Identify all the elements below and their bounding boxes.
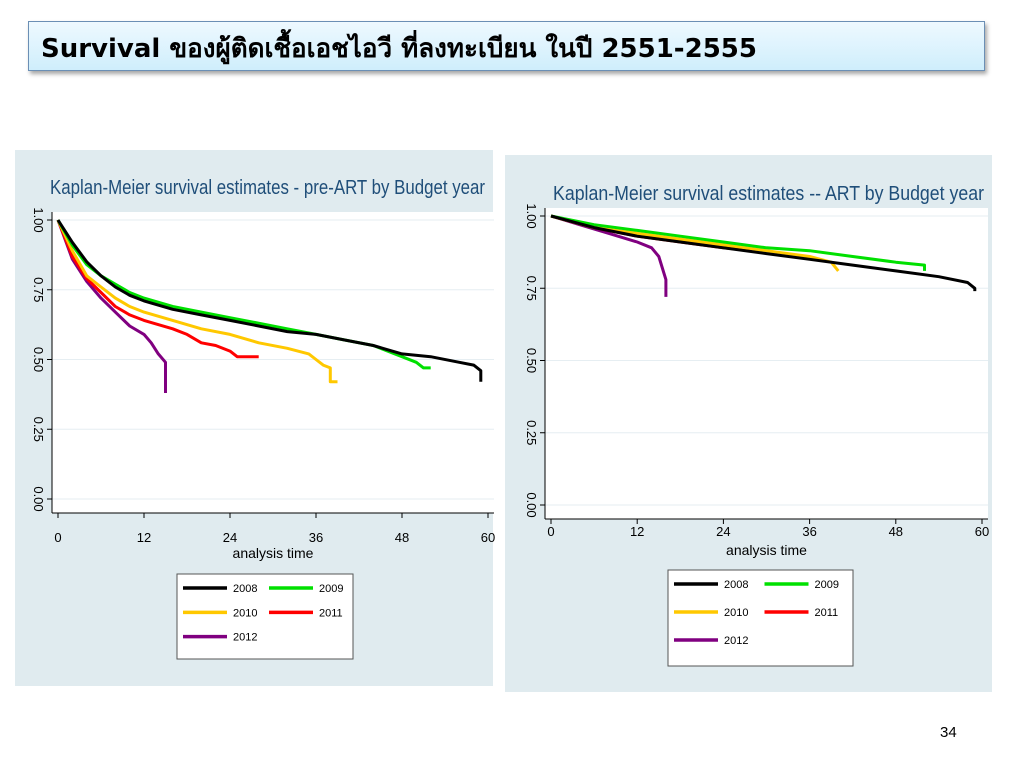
x-tick-label: 48 [395, 530, 409, 545]
x-tick-label: 24 [223, 530, 237, 545]
x-tick-label: 0 [547, 524, 554, 539]
legend-label: 2009 [815, 579, 839, 591]
left-chart-panel: Kaplan-Meier survival estimates - pre-AR… [15, 150, 495, 686]
x-tick-label: 48 [889, 524, 903, 539]
y-tick-label: 0.00 [524, 492, 539, 517]
y-tick-label: 0.25 [31, 417, 46, 442]
legend-label: 2008 [233, 583, 257, 595]
series-line-2010 [56, 219, 338, 384]
chart-title: Kaplan-Meier survival estimates -- ART b… [553, 183, 984, 205]
km-chart: Kaplan-Meier survival estimates - pre-AR… [31, 177, 495, 660]
legend-label: 2012 [233, 632, 257, 644]
x-tick-label: 36 [309, 530, 323, 545]
x-axis-label: analysis time [233, 545, 314, 561]
x-tick-label: 12 [630, 524, 644, 539]
y-tick-label: 0.50 [31, 347, 46, 372]
legend-label: 2008 [724, 579, 748, 591]
page-number: 34 [940, 724, 957, 741]
y-tick-label: 0.25 [524, 420, 539, 445]
x-axis-label: analysis time [726, 542, 807, 558]
legend-label: 2010 [724, 607, 748, 619]
y-tick-label: 0.50 [524, 348, 539, 373]
y-tick-label: 1.00 [31, 207, 46, 232]
x-tick-label: 60 [975, 524, 989, 539]
legend [667, 569, 854, 667]
plot-area [545, 208, 988, 519]
legend-label: 2012 [724, 635, 748, 647]
legend-label: 2011 [319, 607, 343, 619]
x-tick-label: 12 [137, 530, 151, 545]
legend-label: 2009 [319, 583, 343, 595]
y-tick-label: 0.75 [524, 276, 539, 301]
x-tick-label: 0 [54, 530, 61, 545]
series-line-2008 [550, 214, 977, 292]
series-line-2012 [56, 219, 167, 393]
plot-area [52, 212, 494, 513]
series-line-2008 [56, 219, 483, 382]
series-line-2011 [56, 219, 259, 359]
slide-title-box: Survival ของผู้ติดเชื้อเอชไอวี ที่ลงทะเบ… [28, 21, 985, 71]
legend-label: 2010 [233, 607, 257, 619]
legend-label: 2011 [815, 607, 839, 619]
y-tick-label: 0.75 [31, 277, 46, 302]
km-chart: Kaplan-Meier survival estimates -- ART b… [524, 183, 989, 667]
y-tick-label: 0.00 [31, 486, 46, 511]
slide-title: Survival ของผู้ติดเชื้อเอชไอวี ที่ลงทะเบ… [41, 34, 757, 64]
x-tick-label: 36 [802, 524, 816, 539]
x-tick-label: 60 [481, 530, 495, 545]
series-line-2009 [550, 214, 926, 271]
y-tick-label: 1.00 [524, 203, 539, 228]
chart-title: Kaplan-Meier survival estimates - pre-AR… [50, 177, 485, 199]
x-tick-label: 24 [716, 524, 730, 539]
right-chart-panel: Kaplan-Meier survival estimates -- ART b… [505, 155, 992, 692]
